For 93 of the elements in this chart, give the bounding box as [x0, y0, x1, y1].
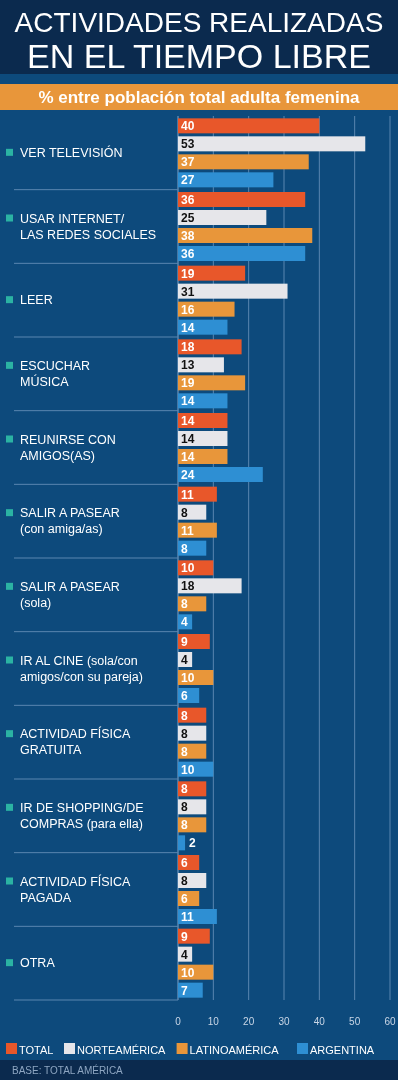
chart-subtitle: % entre población total adulta femenina	[38, 88, 361, 107]
data-label: 16	[181, 302, 195, 317]
data-label: 8	[181, 597, 188, 612]
data-label: 11	[181, 523, 195, 538]
bar	[178, 172, 274, 188]
bar	[178, 301, 235, 317]
data-label: 9	[181, 929, 188, 944]
data-label: 6	[181, 892, 188, 906]
data-label: 10	[181, 762, 195, 777]
data-label: 6	[181, 689, 188, 703]
y-tick-label: IR AL CINE (sola/con amigos/con su pareja)	[20, 653, 143, 684]
data-label: 19	[181, 376, 195, 391]
y-tick-label: USAR INTERNET/ LAS REDES SOCIALES	[20, 211, 157, 242]
y-tick-label: LEER	[20, 293, 53, 308]
text: BASE: TOTAL AMÉRICA	[12, 1064, 124, 1076]
data-label: 53	[181, 137, 195, 152]
bar	[178, 192, 306, 207]
chart-title: ACTIVIDADES REALIZADAS EN EL TIEMPO LIBRE	[14, 7, 384, 75]
data-label: 25	[181, 211, 195, 225]
x-tick-label: 30	[278, 1016, 290, 1027]
bar	[178, 982, 203, 998]
data-label: 8	[181, 505, 188, 520]
bar	[178, 375, 246, 391]
data-label: 40	[181, 119, 195, 134]
data-label: 14	[181, 414, 195, 428]
data-label: 10	[181, 965, 195, 980]
data-label: 11	[181, 487, 195, 502]
legend-label: ARGENTINA	[310, 1044, 375, 1056]
data-label: 6	[181, 856, 188, 870]
bar	[178, 118, 320, 134]
bar	[178, 246, 306, 261]
data-label: 14	[181, 394, 195, 409]
y-tick-label: VER TELEVISIÓN	[20, 144, 123, 160]
data-label: 13	[181, 358, 195, 373]
bar	[178, 265, 246, 281]
data-label: 4	[181, 615, 188, 630]
bar	[178, 283, 288, 299]
data-label: 37	[181, 155, 195, 170]
data-label: 24	[181, 468, 195, 482]
y-tick-label: REUNIRSE CON AMIGOS(AS)	[20, 432, 116, 463]
x-tick-label: 10	[207, 1016, 220, 1027]
bar	[178, 634, 210, 649]
x-tick-label: 40	[313, 1016, 326, 1027]
data-label: 8	[181, 782, 188, 797]
legend-label: TOTAL	[19, 1044, 54, 1056]
data-label: 36	[181, 193, 195, 207]
data-label: 2	[189, 836, 197, 851]
bar	[178, 136, 366, 152]
data-label: 4	[181, 947, 188, 962]
data-label: 18	[181, 340, 195, 355]
bar	[178, 928, 210, 944]
data-label: 10	[181, 561, 195, 576]
x-tick-label: 60	[384, 1016, 396, 1027]
data-label: 14	[181, 450, 195, 464]
data-label: 8	[181, 874, 188, 888]
data-label: 8	[181, 708, 188, 723]
data-label: 8	[181, 818, 188, 833]
data-label: 14	[181, 432, 195, 446]
y-tick-label: ACTIVIDAD FÍSICA GRATUITA	[20, 726, 132, 758]
data-label: 36	[181, 247, 195, 261]
data-label: 10	[181, 671, 195, 685]
data-label: 4	[181, 653, 188, 667]
legend-label: NORTEAMÉRICA	[77, 1044, 167, 1056]
data-label: 27	[181, 173, 195, 188]
y-tick-label: ESCUCHAR MÚSICA	[20, 358, 91, 389]
data-label: 8	[181, 726, 188, 741]
bar	[178, 210, 267, 225]
y-tick-label: ACTIVIDAD FÍSICA PAGADA	[20, 873, 132, 905]
legend-label: LATINOAMÉRICA	[189, 1044, 280, 1056]
bar	[178, 228, 313, 243]
y-tick-label: SALIR A PASEAR (sola)	[20, 579, 120, 610]
data-label: 8	[181, 800, 188, 815]
bar	[178, 578, 242, 594]
data-label: 18	[181, 579, 195, 594]
y-tick-label: OTRA	[20, 956, 56, 971]
data-label: 31	[181, 284, 195, 299]
y-tick-label: SALIR A PASEAR (con amiga/as)	[20, 506, 120, 537]
data-label: 8	[181, 744, 188, 759]
data-label: 9	[181, 635, 188, 649]
x-tick-label: 0	[175, 1016, 182, 1027]
data-label: 11	[181, 910, 195, 924]
bar	[178, 154, 309, 170]
x-tick-label: 20	[243, 1016, 255, 1027]
y-tick-label: IR DE SHOPPING/DE COMPRAS (para ella)	[20, 800, 144, 831]
data-label: 8	[181, 541, 188, 556]
bar	[178, 467, 263, 482]
bar	[178, 339, 242, 355]
data-label: 7	[181, 983, 188, 998]
data-label: 19	[181, 266, 195, 281]
data-label: 14	[181, 320, 195, 335]
data-label: 38	[181, 229, 195, 243]
x-tick-label: 50	[349, 1016, 361, 1027]
bar	[178, 835, 186, 851]
